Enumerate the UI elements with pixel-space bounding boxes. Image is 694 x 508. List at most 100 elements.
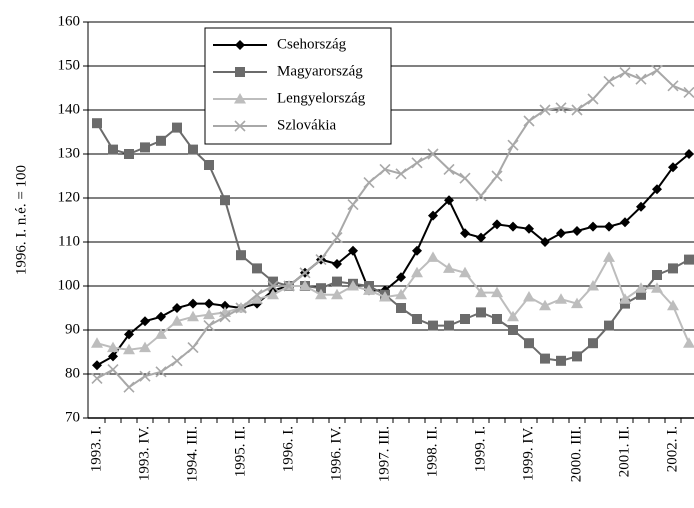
y-tick-label: 70: [65, 409, 80, 425]
marker: [220, 195, 230, 206]
y-tick-label: 140: [58, 101, 81, 117]
marker: [507, 310, 519, 322]
marker: [92, 360, 102, 371]
marker: [219, 311, 231, 323]
marker: [316, 283, 326, 294]
marker: [283, 280, 295, 292]
marker: [187, 342, 199, 354]
marker: [635, 73, 647, 85]
marker: [651, 282, 663, 293]
x-tick-label: 1996. I.: [280, 426, 296, 472]
marker: [636, 201, 646, 212]
x-tick-label: 1999. I.: [472, 426, 488, 472]
y-tick-label: 90: [65, 321, 80, 337]
marker: [444, 195, 454, 206]
marker: [108, 144, 118, 155]
marker: [556, 228, 566, 239]
marker: [267, 288, 279, 300]
marker: [332, 259, 342, 269]
y-tick-label: 130: [58, 145, 81, 161]
marker: [315, 254, 327, 266]
marker: [571, 104, 583, 116]
marker: [508, 221, 518, 232]
marker: [604, 320, 614, 331]
marker: [411, 266, 423, 278]
marker: [220, 300, 230, 311]
marker: [379, 291, 391, 302]
marker: [412, 314, 422, 324]
marker: [124, 329, 134, 340]
marker: [427, 148, 439, 160]
marker: [188, 298, 198, 309]
marker: [91, 337, 103, 348]
marker: [572, 351, 582, 362]
marker: [235, 40, 245, 50]
marker: [235, 67, 245, 77]
marker: [155, 328, 167, 339]
marker: [315, 288, 327, 300]
marker: [668, 263, 678, 274]
marker: [363, 284, 375, 295]
marker: [523, 291, 535, 302]
marker: [236, 250, 246, 261]
x-tick-label: 1999. IV.: [520, 426, 536, 481]
marker: [299, 267, 311, 279]
marker: [188, 144, 198, 155]
marker: [572, 226, 582, 236]
marker: [92, 118, 102, 129]
marker: [492, 314, 502, 324]
marker: [588, 221, 598, 232]
marker: [459, 172, 471, 184]
marker: [331, 232, 343, 244]
legend-label: Magyarország: [277, 63, 363, 79]
marker: [460, 228, 470, 239]
marker: [124, 149, 134, 159]
marker: [636, 289, 646, 300]
marker: [427, 251, 439, 262]
marker: [684, 149, 694, 159]
marker: [571, 297, 583, 309]
marker: [651, 64, 663, 76]
marker: [203, 320, 215, 332]
marker: [235, 302, 247, 314]
marker: [683, 86, 694, 98]
marker: [524, 223, 534, 234]
marker: [234, 93, 246, 104]
marker: [603, 75, 615, 87]
marker: [204, 298, 214, 309]
marker: [155, 366, 167, 378]
marker: [460, 314, 470, 324]
marker: [587, 93, 599, 105]
legend-label: Szlovákia: [277, 117, 336, 133]
marker: [140, 142, 150, 153]
marker: [411, 157, 423, 169]
marker: [347, 280, 359, 291]
x-tick-label: 1993. I.: [88, 426, 104, 472]
marker: [172, 122, 182, 133]
marker: [331, 288, 343, 300]
marker: [156, 135, 166, 146]
marker: [524, 338, 534, 349]
marker: [156, 311, 166, 322]
marker: [667, 299, 679, 311]
series-line: [96, 153, 690, 367]
marker: [443, 262, 455, 273]
marker: [444, 320, 454, 331]
legend-label: Csehország: [277, 36, 347, 52]
x-tick-label: 1994. III.: [184, 426, 200, 482]
marker: [491, 170, 503, 182]
y-axis-label: 1996. I. n.é. = 100: [13, 165, 29, 275]
x-tick-label: 2002. I.: [664, 426, 680, 472]
marker: [267, 280, 279, 292]
marker: [412, 245, 422, 256]
marker: [140, 316, 150, 327]
marker: [171, 355, 183, 367]
marker: [684, 254, 694, 265]
marker: [204, 160, 214, 170]
legend-box: [204, 27, 392, 145]
marker: [203, 308, 215, 320]
x-tick-label: 1996. IV.: [328, 426, 344, 481]
marker: [379, 163, 391, 175]
marker: [91, 372, 103, 384]
